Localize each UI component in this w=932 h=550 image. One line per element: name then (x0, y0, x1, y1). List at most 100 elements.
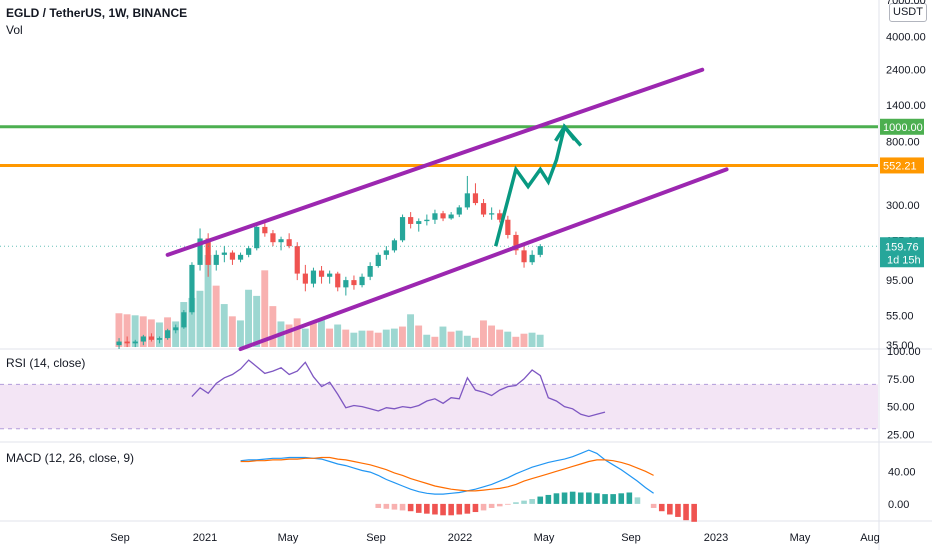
rsi-pane (0, 359, 878, 430)
volume-bar (463, 335, 471, 347)
macd-histogram-bar (472, 503, 479, 513)
candle-body (181, 312, 187, 328)
candle-body (132, 341, 138, 344)
macd-histogram-bar (480, 503, 487, 511)
chart-symbol-title: EGLD / TetherUS, 1W, BINANCE (6, 6, 188, 20)
macd-histogram-bar (561, 492, 568, 504)
candle-body (529, 254, 535, 263)
time-tick-label: Aug (860, 532, 880, 544)
macd-histogram-bar (577, 492, 584, 504)
volume-bar (423, 334, 431, 347)
volume-bar (512, 336, 520, 347)
candle-body (464, 193, 470, 208)
rsi-label: RSI (14, close) (6, 356, 86, 370)
volume-bar (139, 316, 147, 347)
candle-body (116, 341, 122, 346)
macd-signal-line (240, 456, 654, 492)
candle-body (318, 270, 325, 277)
volume-bar (334, 324, 342, 347)
time-tick-label: May (278, 532, 299, 544)
macd-histogram-bar (626, 492, 633, 504)
macd-histogram-bar (610, 494, 616, 504)
rsi-tick-label: 25.00 (887, 429, 915, 441)
volume-bar (156, 322, 163, 347)
candle-body (351, 280, 357, 286)
volume-bar (196, 290, 204, 347)
macd-histogram-bar (391, 503, 398, 510)
projection-arrow-head (554, 123, 576, 142)
candle-body (205, 238, 211, 265)
candle-body (408, 217, 414, 224)
candle-body (148, 336, 155, 340)
candle-body (448, 214, 454, 219)
volume-bar (285, 324, 293, 347)
macd-histogram-bar (407, 503, 414, 512)
volume-bar (382, 329, 390, 347)
volume-bar (131, 315, 139, 347)
macd-histogram-bar (594, 493, 600, 504)
volume-bar (301, 328, 309, 347)
volume-label: Vol (6, 23, 23, 37)
macd-histogram-bar (432, 503, 438, 515)
time-tick-label: Sep (621, 532, 641, 544)
volume-bar (431, 336, 439, 347)
macd-histogram-bar (383, 503, 390, 509)
candle-body (391, 240, 398, 251)
macd-histogram-bar (650, 503, 657, 508)
candle-body (262, 226, 268, 234)
volume-bar (536, 334, 544, 347)
candle-body (399, 217, 406, 241)
candle-body (229, 252, 236, 260)
macd-histogram-bar (569, 491, 576, 504)
volume-bar (447, 331, 455, 347)
price-tick-label: 2400.00 (886, 65, 926, 77)
candle-body (156, 338, 163, 340)
macd-histogram-bar (496, 503, 503, 507)
volume-bar (390, 328, 398, 347)
rsi-tick-label: 75.00 (887, 374, 915, 386)
candle-body (343, 280, 349, 288)
candle-body (237, 254, 244, 260)
price-axis: 7000.00 4000.00 2400.00 1400.00 800.00 300.00… (880, 0, 926, 511)
macd-histogram-bar (553, 493, 560, 504)
volume-bar (488, 325, 495, 347)
time-tick-label: May (790, 532, 811, 544)
volume-bar (439, 326, 447, 347)
volume-bar (471, 337, 479, 347)
level-price-badge (880, 118, 924, 135)
volume-bar (520, 333, 528, 347)
volume-bar (115, 313, 123, 347)
candle-body (140, 336, 146, 342)
rsi-line (191, 359, 606, 418)
macd-histogram-bar (545, 494, 552, 504)
candle-body (375, 254, 381, 266)
volume-bar (455, 330, 463, 347)
macd-histogram-bar (505, 503, 511, 505)
macd-histogram-bar (399, 503, 406, 511)
candle-body (456, 207, 462, 215)
candle-body (383, 250, 389, 255)
macd-label: MACD (12, 26, close, 9) (6, 451, 135, 465)
macd-histogram-bar (488, 503, 495, 508)
channel-lower-line (238, 167, 729, 351)
candle-body (173, 327, 179, 331)
time-tick-label: Sep (366, 532, 386, 544)
candle-body (521, 250, 527, 263)
candle-body (440, 213, 446, 219)
candle-body (254, 226, 260, 249)
volume-bar (261, 270, 269, 347)
volume-bar (212, 285, 220, 347)
candle-body (480, 203, 487, 215)
projection-arrow (494, 123, 583, 247)
candle-body (327, 273, 333, 277)
price-pane (0, 67, 878, 351)
candle-body (424, 219, 430, 222)
price-tick-label: 800.00 (886, 136, 920, 148)
time-tick-label: Sep (110, 532, 130, 544)
countdown-label: 1d 15h (887, 254, 921, 266)
candle-body (302, 273, 308, 284)
candle-body (367, 265, 373, 277)
currency-badge[interactable]: USDT (889, 3, 927, 22)
